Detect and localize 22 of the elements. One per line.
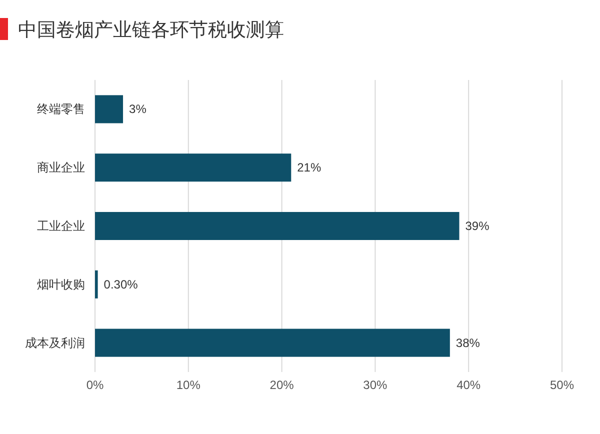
data-label: 39%: [465, 219, 490, 233]
bar: [95, 328, 450, 357]
x-tick-label: 50%: [550, 378, 574, 392]
chart-title: 中国卷烟产业链各环节税收测算: [18, 20, 284, 41]
y-tick-label: 终端零售: [37, 102, 85, 116]
x-tick-label: 40%: [456, 378, 481, 392]
bar: [95, 270, 98, 298]
bar: [95, 212, 460, 240]
data-label: 38%: [456, 336, 480, 350]
x-tick-label: 30%: [363, 378, 388, 392]
y-tick-label: 烟叶收购: [37, 277, 85, 292]
data-label: 3%: [129, 102, 147, 116]
data-label: 21%: [297, 160, 322, 175]
bar: [95, 154, 292, 182]
bar: [95, 95, 124, 124]
y-tick-label: 成本及利润: [25, 336, 85, 350]
x-tick-label: 20%: [270, 378, 294, 392]
y-tick-label: 商业企业: [37, 160, 85, 175]
x-tick-label: 10%: [176, 378, 201, 392]
data-label: 0.30%: [104, 277, 138, 292]
y-tick-label: 工业企业: [37, 219, 85, 233]
x-tick-label: 0%: [86, 378, 104, 392]
